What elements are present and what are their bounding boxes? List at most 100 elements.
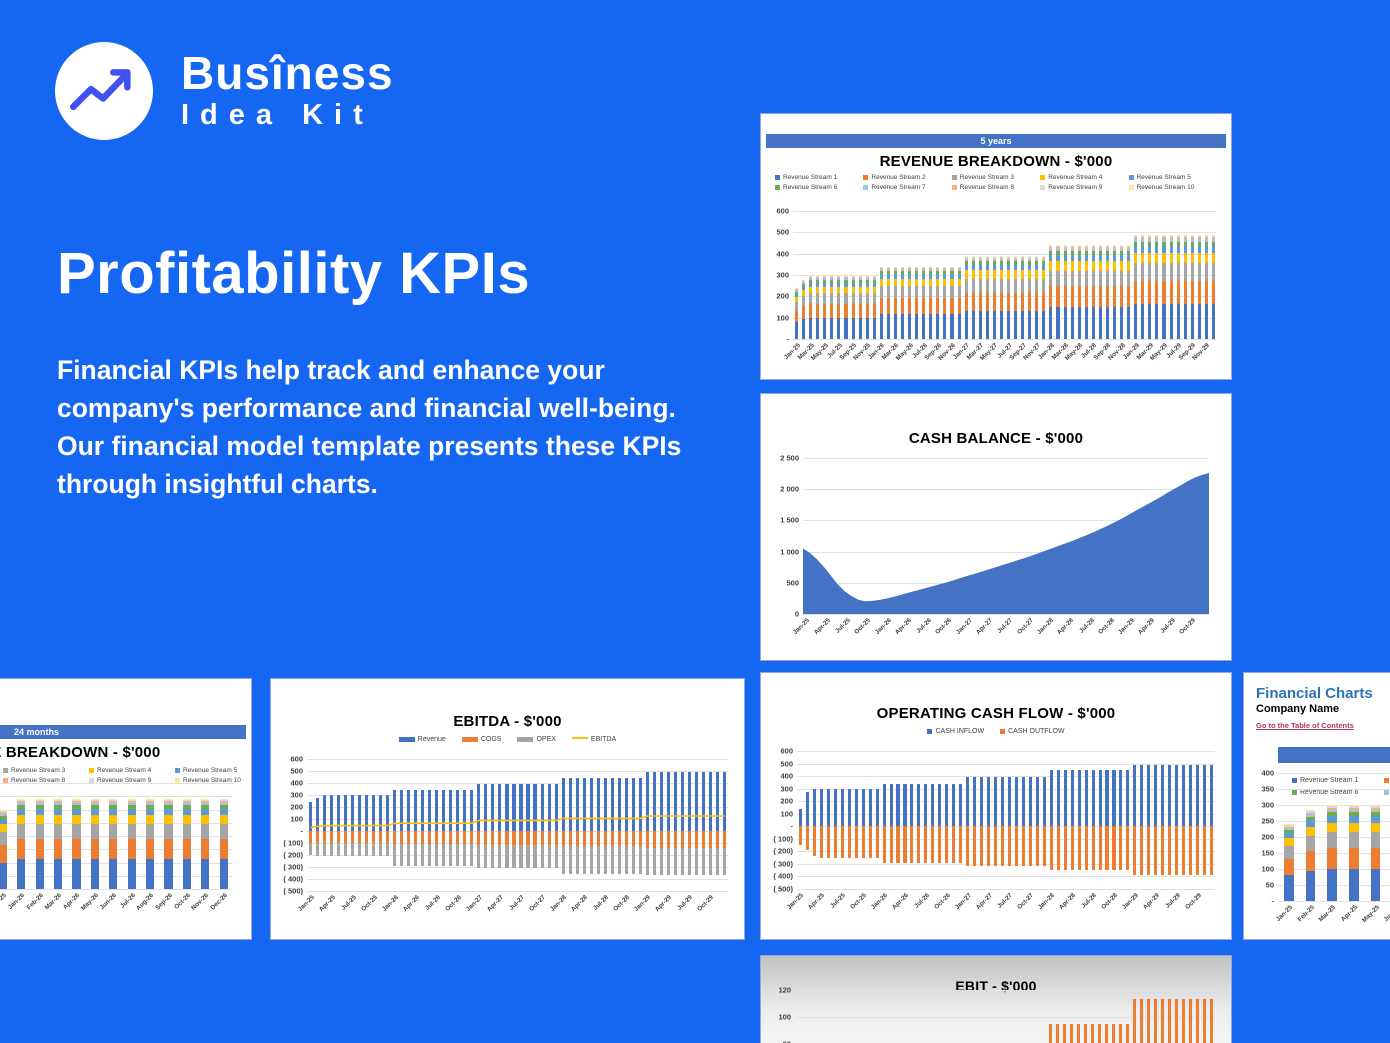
legend-marker [951, 175, 957, 180]
legend-marker [89, 778, 94, 783]
mini-chart-legend: Revenue Stream 1 Revenue Stream 2 Revenue … [1292, 777, 1390, 796]
legend-label: Revenue [417, 736, 446, 743]
card-cash-balance: CASH BALANCE - $'000 2 500 2 000 1 500 1 00… [760, 393, 1232, 661]
operating-cash-flow-chart: 600 500 400 300 200 100-( 100)( 200)( 300)( 4… [767, 747, 1223, 935]
chart-title-operating-cash-flow: OPERATING CASH FLOW - $'000 [876, 705, 1116, 722]
logo-line-2: Idea Kit [181, 98, 374, 131]
legend-marker [1384, 790, 1389, 795]
legend-label: Revenue Stream 9 [97, 777, 152, 784]
legend-item: Revenue Stream 6 [775, 184, 863, 191]
legend-item: Revenue Stream 7 [1384, 789, 1390, 796]
legend-marker [517, 737, 534, 742]
legend-marker [571, 737, 588, 739]
legend-marker [1292, 790, 1297, 795]
chart-title-revenue-breakdown: REVENUE BREAKDOWN - $'000 [879, 153, 1113, 170]
ebit-bar-chart: 12010080 [769, 986, 1223, 1043]
legend-item: Revenue Stream 6 [1292, 789, 1384, 796]
legend-item: EBITDA [571, 736, 617, 743]
legend-item: Revenue Stream 9 [89, 777, 175, 784]
legend-item: Revenue Stream 3 [3, 767, 89, 774]
legend-label: Revenue Stream 1 [1300, 777, 1359, 784]
legend-item: COGS [461, 736, 502, 743]
legend-marker [1000, 729, 1006, 734]
chart-title-ebitda: EBITDA - $'000 [453, 713, 562, 730]
legend-marker [1292, 778, 1297, 783]
legend-label: Revenue Stream 7 [871, 184, 926, 191]
logo-circle [55, 42, 153, 140]
chart-title-revenue-breakdown-24m: REVENUE BREAKDOWN - $'000 [0, 744, 161, 761]
legend-marker [1384, 778, 1389, 783]
legend-item: Revenue Stream 5 [1128, 174, 1217, 181]
legend-marker [461, 737, 478, 742]
page-description: Financial KPIs help track and enhance yo… [57, 355, 682, 499]
legend-item: CASH OUTFLOW [1000, 728, 1065, 735]
card-ebitda: EBITDA - $'000 Revenue COGS OPEX EBITDA 600… [270, 678, 745, 940]
card-ebit: EBIT - $'000 12010080 [760, 955, 1232, 1043]
legend-label: CASH INFLOW [935, 728, 985, 735]
legend-item: Revenue Stream 8 [3, 777, 89, 784]
logo-line-1: Busîness [181, 47, 394, 100]
legend-label: Revenue Stream 9 [1048, 184, 1103, 191]
financial-charts-header: Financial Charts Company Name Go to the … [1244, 673, 1390, 733]
legend-marker [3, 778, 8, 783]
legend-label: Revenue Stream 3 [11, 767, 66, 774]
legend-item: Revenue Stream 5 [175, 767, 261, 774]
period-badge-5-years: 5 years [766, 134, 1226, 148]
legend-label: Revenue Stream 10 [1136, 184, 1195, 191]
trending-up-arrow-icon [69, 69, 131, 111]
legend-item: Revenue Stream 9 [1040, 184, 1128, 191]
legend-item: OPEX [517, 736, 556, 743]
legend-item: Revenue Stream 10 [175, 777, 261, 784]
legend-marker [775, 175, 780, 180]
cash-flow-legend: CASH INFLOW CASH OUTFLOW [761, 728, 1231, 735]
legend-item: Revenue Stream 2 [1384, 777, 1390, 784]
legend-marker [89, 768, 94, 773]
legend-item: Revenue Stream 1 [1292, 777, 1384, 784]
legend-marker [175, 768, 180, 773]
legend-label: Revenue Stream 10 [183, 777, 241, 784]
legend-marker [1040, 175, 1046, 180]
legend-label: Revenue Stream 5 [1136, 174, 1191, 181]
mini-chart-header-bar [1278, 747, 1390, 763]
chart-title-cash-balance: CASH BALANCE - $'000 [908, 430, 1084, 447]
legend-marker [1128, 185, 1134, 190]
legend-marker [398, 737, 415, 742]
ebitda-legend: Revenue COGS OPEX EBITDA [271, 736, 744, 743]
legend-label: COGS [480, 736, 502, 743]
legend-label: Revenue Stream 8 [959, 184, 1014, 191]
ebitda-combo-chart: 600 500 400 300 200 100-( 100)( 200)( 300)( 4… [277, 755, 736, 937]
legend-label: Revenue Stream 4 [97, 767, 152, 774]
legend-label: EBITDA [590, 736, 617, 743]
legend-marker [951, 185, 957, 190]
legend-label: CASH OUTFLOW [1008, 728, 1065, 735]
legend-item: CASH INFLOW [927, 728, 984, 735]
legend-label: Revenue Stream 1 [783, 174, 838, 181]
brand-logo: Busîness Idea Kit [55, 42, 394, 140]
page-title: Profitability KPIs [57, 241, 531, 306]
legend-item: Revenue Stream 10 [1128, 184, 1217, 191]
table-of-contents-link[interactable]: Go to the Table of Contents [1256, 721, 1354, 730]
revenue-breakdown-24m-chart: Jan-25Feb-25Mar-25Apr-25May-25Jun-25Jul-… [0, 783, 241, 933]
legend-marker [863, 175, 869, 180]
legend-item: Revenue Stream 3 [951, 174, 1040, 181]
card-revenue-breakdown-24m: 24 months REVENUE BREAKDOWN - $'000 Reve… [0, 678, 252, 940]
card-revenue-breakdown-5y: 5 years REVENUE BREAKDOWN - $'000 Revenu… [760, 113, 1232, 380]
legend-item: Revenue Stream 8 [951, 184, 1040, 191]
legend-item: Revenue Stream 4 [89, 767, 175, 774]
legend-marker [863, 185, 869, 190]
card-financial-charts: Financial Charts Company Name Go to the … [1243, 672, 1390, 940]
legend-label: Revenue Stream 4 [1048, 174, 1103, 181]
mini-revenue-chart: 400 350 300 250 200 150 100 50- Jan-25 Feb-25 Mar-… [1252, 769, 1390, 931]
legend-marker [1128, 175, 1134, 180]
legend-label: Revenue Stream 6 [783, 184, 838, 191]
legend-marker [927, 729, 933, 734]
legend-item: Revenue Stream 1 [775, 174, 863, 181]
legend-item: Revenue Stream 4 [1040, 174, 1128, 181]
legend-label: Revenue Stream 5 [183, 767, 238, 774]
legend-marker [3, 768, 8, 773]
cash-balance-area-chart: 2 500 2 000 1 500 1 000 500 0 Jan-25 Apr-25 Jul-… [769, 454, 1217, 654]
revenue-breakdown-5y-chart: 600 500 400 300 200 100- Jan-25 Mar-25 May-25 Jul… [767, 207, 1225, 375]
revenue-streams-legend: Revenue Stream 1 Revenue Stream 2 Revenue … [775, 174, 1217, 191]
